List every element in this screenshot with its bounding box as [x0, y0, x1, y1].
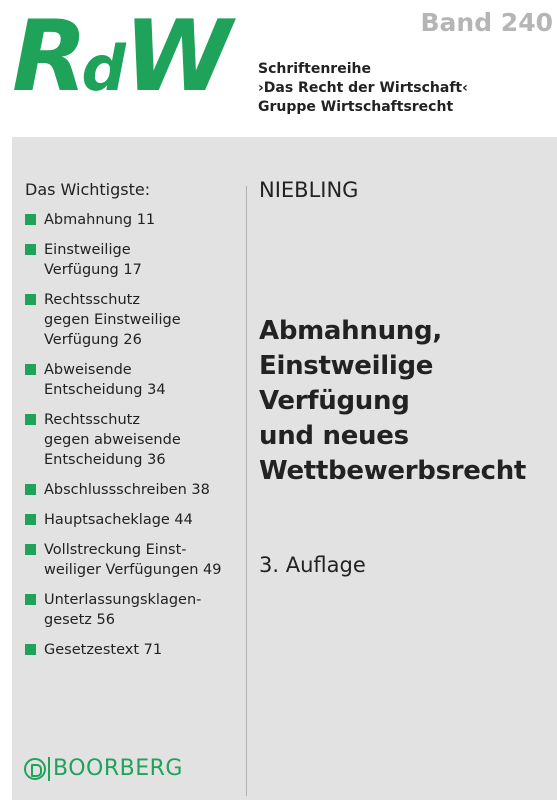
contents-item: Gesetzestext 71 — [25, 640, 240, 660]
author-name: NIEBLING — [259, 178, 359, 202]
volume-number: Band 240 — [420, 8, 553, 37]
contents-list: Das Wichtigste: Abmahnung 11 Einstweilige… — [25, 180, 240, 670]
contents-item: Hauptsacheklage 44 — [25, 510, 240, 530]
contents-item-line: Rechtsschutz — [44, 412, 140, 428]
contents-item: Rechtsschutz gegen Einstweilige Verfügung … — [25, 290, 240, 350]
boorberg-emblem-icon — [24, 757, 46, 780]
square-bullet-icon — [25, 294, 36, 305]
contents-item: Einstweilige Verfügung 17 — [25, 240, 240, 280]
logo-letter-d: d — [81, 32, 125, 105]
series-info: Schriftenreihe ›Das Recht der Wirtschaft… — [258, 60, 468, 117]
series-line-1: Schriftenreihe — [258, 61, 371, 77]
contents-item-line: Abschlussschreiben 38 — [44, 482, 210, 498]
contents-item-line: Entscheidung 34 — [44, 382, 166, 398]
square-bullet-icon — [25, 484, 36, 495]
contents-item-line: Unterlassungsklagen- — [44, 592, 202, 608]
contents-item: Unterlassungsklagen-gesetz 56 — [25, 590, 240, 630]
title-line-3: Verfügung — [259, 386, 410, 416]
square-bullet-icon — [25, 514, 36, 525]
contents-item: Abschlussschreiben 38 — [25, 480, 240, 500]
title-line-5: Wettbewerbsrecht — [259, 456, 527, 486]
contents-item-line: Vollstreckung Einst- — [44, 542, 187, 558]
square-bullet-icon — [25, 544, 36, 555]
contents-item-line: Entscheidung 36 — [44, 452, 166, 468]
contents-item: Abweisende Entscheidung 34 — [25, 360, 240, 400]
contents-item-line: Verfügung 26 — [44, 332, 142, 348]
series-line-3: Gruppe Wirtschaftsrecht — [258, 99, 454, 115]
publisher-divider — [48, 756, 50, 781]
title-line-1: Abmahnung, — [259, 316, 442, 346]
contents-item: Abmahnung 11 — [25, 210, 240, 230]
contents-item-line: Rechtsschutz — [44, 292, 140, 308]
square-bullet-icon — [25, 414, 36, 425]
contents-item-line: Verfügung 17 — [44, 262, 142, 278]
publisher-logo: BOORBERG — [24, 756, 183, 781]
square-bullet-icon — [25, 594, 36, 605]
column-divider — [246, 186, 247, 796]
contents-item: Rechtsschutz gegen abweisende Entscheidung… — [25, 410, 240, 470]
contents-item-line: gegen abweisende — [44, 432, 181, 448]
square-bullet-icon — [25, 214, 36, 225]
edition: 3. Auflage — [259, 553, 366, 577]
publisher-name: BOORBERG — [53, 756, 183, 781]
contents-item-line: gesetz 56 — [44, 612, 115, 628]
square-bullet-icon — [25, 644, 36, 655]
contents-item: Vollstreckung Einst-weiliger Verfügungen… — [25, 540, 240, 580]
cover-panel — [12, 137, 557, 800]
square-bullet-icon — [25, 244, 36, 255]
square-bullet-icon — [25, 364, 36, 375]
title-line-2: Einstweilige — [259, 351, 434, 381]
rdw-logo: RdW — [12, 8, 232, 106]
contents-item-line: Einstweilige — [44, 242, 131, 258]
logo-letter-r: R — [12, 0, 88, 114]
contents-item-line: Gesetzestext 71 — [44, 642, 163, 658]
contents-item-line: Hauptsacheklage 44 — [44, 512, 193, 528]
contents-item-line: weiliger Verfügungen 49 — [44, 562, 222, 578]
book-title: Abmahnung, Einstweilige Verfügung und ne… — [259, 314, 526, 489]
logo-letter-w: W — [123, 0, 232, 114]
contents-item-line: Abmahnung 11 — [44, 212, 156, 228]
contents-item-line: Abweisende — [44, 362, 132, 378]
contents-title: Das Wichtigste: — [25, 180, 151, 199]
series-line-2: ›Das Recht der Wirtschaft‹ — [258, 80, 468, 96]
contents-item-line: gegen Einstweilige — [44, 312, 181, 328]
contents-items: Abmahnung 11 Einstweilige Verfügung 17 Rech… — [25, 210, 240, 660]
title-line-4: und neues — [259, 421, 409, 451]
